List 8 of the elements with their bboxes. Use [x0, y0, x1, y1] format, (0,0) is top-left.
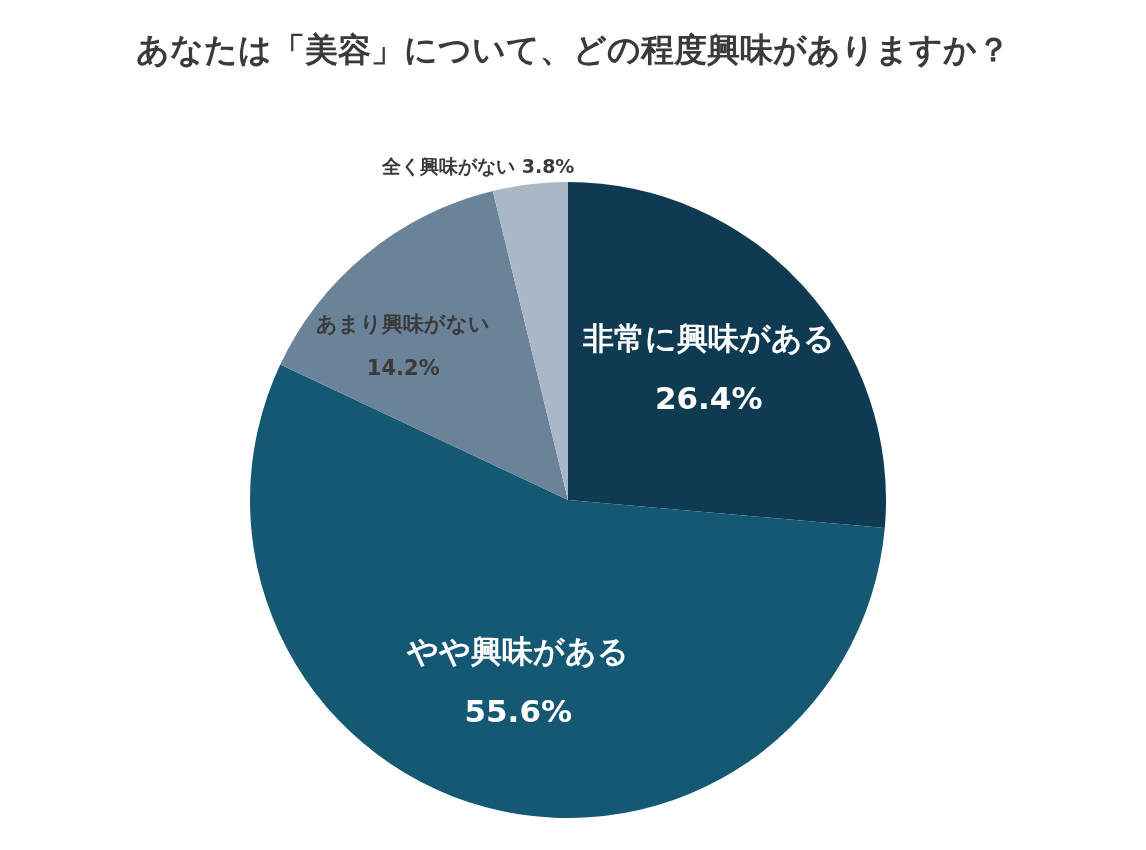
slice-label: あまり興味がない: [316, 311, 491, 336]
data-label: 26.4%: [654, 380, 763, 417]
data-label: 55.6%: [464, 693, 572, 730]
slice-label: 全く興味がない 3.8%: [381, 155, 575, 178]
slice-label: 非常に興味がある: [581, 320, 835, 357]
chart-title: あなたは「美容」について、どの程度興味がありますか？: [135, 29, 1011, 71]
slice-label: やや興味がある: [406, 633, 630, 670]
data-label: 14.2%: [366, 355, 440, 380]
